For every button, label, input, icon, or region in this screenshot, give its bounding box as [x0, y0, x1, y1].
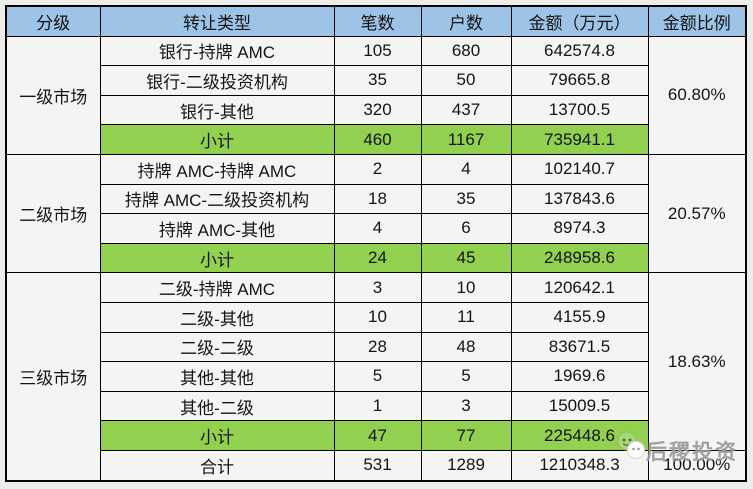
npl-transfer-table: 分级 转让类型 笔数 户数 金额（万元） 金额比例 一级市场 银行-持牌 AMC… [5, 5, 747, 482]
amount-cell: 15009.5 [510, 390, 649, 422]
table-row: 二级-二级 28 48 83671.5 [6, 331, 746, 363]
header-level: 分级 [5, 5, 101, 37]
table-row: 其他-其他 5 5 1969.6 [6, 361, 746, 392]
header-row: 分级 转让类型 笔数 户数 金额（万元） 金额比例 [5, 5, 747, 37]
count-cell: 1 [333, 390, 422, 422]
households-cell: 10 [420, 272, 512, 303]
amount-cell: 642574.8 [510, 35, 649, 67]
households-cell: 680 [420, 35, 512, 67]
households-cell: 4 [420, 153, 512, 185]
subtotal-households: 77 [420, 420, 512, 451]
table-row: 银行-其他 320 437 13700.5 [6, 94, 746, 126]
subtotal-label: 小计 [99, 124, 335, 155]
households-cell: 6 [420, 213, 512, 244]
type-cell: 持牌 AMC-其他 [99, 213, 335, 244]
ratio-cell-secondary: 20.57% [647, 153, 747, 274]
ratio-cell-primary: 60.80% [647, 35, 747, 155]
total-households: 1289 [420, 449, 512, 482]
households-cell: 48 [420, 331, 512, 363]
total-amount: 1210348.3 [510, 449, 649, 482]
type-cell: 银行-其他 [99, 94, 335, 126]
subtotal-label: 小计 [99, 420, 335, 451]
type-cell: 其他-其他 [99, 361, 335, 392]
subtotal-row: 小计 24 45 248958.6 [6, 242, 746, 274]
ratio-cell-tertiary: 18.63% [647, 272, 747, 451]
table-row: 银行-二级投资机构 35 50 79665.8 [6, 65, 746, 96]
households-cell: 35 [420, 183, 512, 215]
amount-cell: 137843.6 [510, 183, 649, 215]
market-cell-tertiary: 三级市场 [5, 272, 101, 481]
type-cell: 银行-二级投资机构 [99, 65, 335, 96]
table-row: 持牌 AMC-其他 4 6 8974.3 [6, 213, 746, 244]
amount-cell: 79665.8 [510, 65, 649, 96]
table-row: 二级-其他 10 11 4155.9 [6, 301, 746, 333]
type-cell: 二级-其他 [99, 301, 335, 333]
count-cell: 18 [333, 183, 422, 215]
table-row: 其他-二级 1 3 15009.5 [6, 390, 746, 422]
count-cell: 3 [333, 272, 422, 303]
subtotal-amount: 735941.1 [510, 124, 649, 155]
count-cell: 28 [333, 331, 422, 363]
subtotal-households: 1167 [420, 124, 512, 155]
count-cell: 4 [333, 213, 422, 244]
ratio-cell-total: 100.00% [647, 449, 747, 482]
subtotal-amount: 248958.6 [510, 242, 649, 274]
header-amount: 金额（万元） [510, 5, 649, 37]
subtotal-amount: 225448.6 [510, 420, 649, 451]
type-cell: 二级-持牌 AMC [99, 272, 335, 303]
table-row: 一级市场 银行-持牌 AMC 105 680 642574.8 60.80% [5, 35, 747, 155]
subtotal-households: 45 [420, 242, 512, 274]
amount-cell: 102140.7 [510, 153, 649, 185]
subtotal-row: 小计 460 1167 735941.1 [6, 124, 746, 155]
header-households: 户数 [420, 5, 512, 37]
header-count: 笔数 [333, 5, 422, 37]
table-row: 二级市场 持牌 AMC-持牌 AMC 2 4 102140.7 20.57% [5, 153, 747, 274]
table-row: 持牌 AMC-二级投资机构 18 35 137843.6 [6, 183, 746, 215]
count-cell: 35 [333, 65, 422, 96]
count-cell: 5 [333, 361, 422, 392]
subtotal-count: 24 [333, 242, 422, 274]
households-cell: 5 [420, 361, 512, 392]
households-cell: 437 [420, 94, 512, 126]
header-ratio: 金额比例 [647, 5, 747, 37]
market-cell-secondary: 二级市场 [5, 153, 101, 274]
amount-cell: 120642.1 [510, 272, 649, 303]
type-cell: 其他-二级 [99, 390, 335, 422]
amount-cell: 4155.9 [510, 301, 649, 333]
table-row: 三级市场 二级-持牌 AMC 3 10 120642.1 18.63% [5, 272, 747, 481]
count-cell: 105 [333, 35, 422, 67]
count-cell: 10 [333, 301, 422, 333]
households-cell: 3 [420, 390, 512, 422]
type-cell: 持牌 AMC-二级投资机构 [99, 183, 335, 215]
total-count: 531 [333, 449, 422, 482]
type-cell: 持牌 AMC-持牌 AMC [99, 153, 335, 185]
subtotal-label: 小计 [99, 242, 335, 274]
total-row: 合计 531 1289 1210348.3 100.00% [6, 449, 747, 482]
total-label: 合计 [99, 449, 335, 482]
subtotal-count: 47 [333, 420, 422, 451]
amount-cell: 83671.5 [510, 331, 649, 363]
count-cell: 320 [333, 94, 422, 126]
households-cell: 11 [420, 301, 512, 333]
households-cell: 50 [420, 65, 512, 96]
subtotal-count: 460 [333, 124, 422, 155]
amount-cell: 8974.3 [510, 213, 649, 244]
market-cell-primary: 一级市场 [5, 35, 101, 155]
type-cell: 银行-持牌 AMC [99, 35, 335, 67]
amount-cell: 13700.5 [510, 94, 649, 126]
header-type: 转让类型 [99, 5, 335, 37]
amount-cell: 1969.6 [510, 361, 649, 392]
count-cell: 2 [333, 153, 422, 185]
subtotal-row: 小计 47 77 225448.6 [6, 420, 746, 451]
type-cell: 二级-二级 [99, 331, 335, 363]
